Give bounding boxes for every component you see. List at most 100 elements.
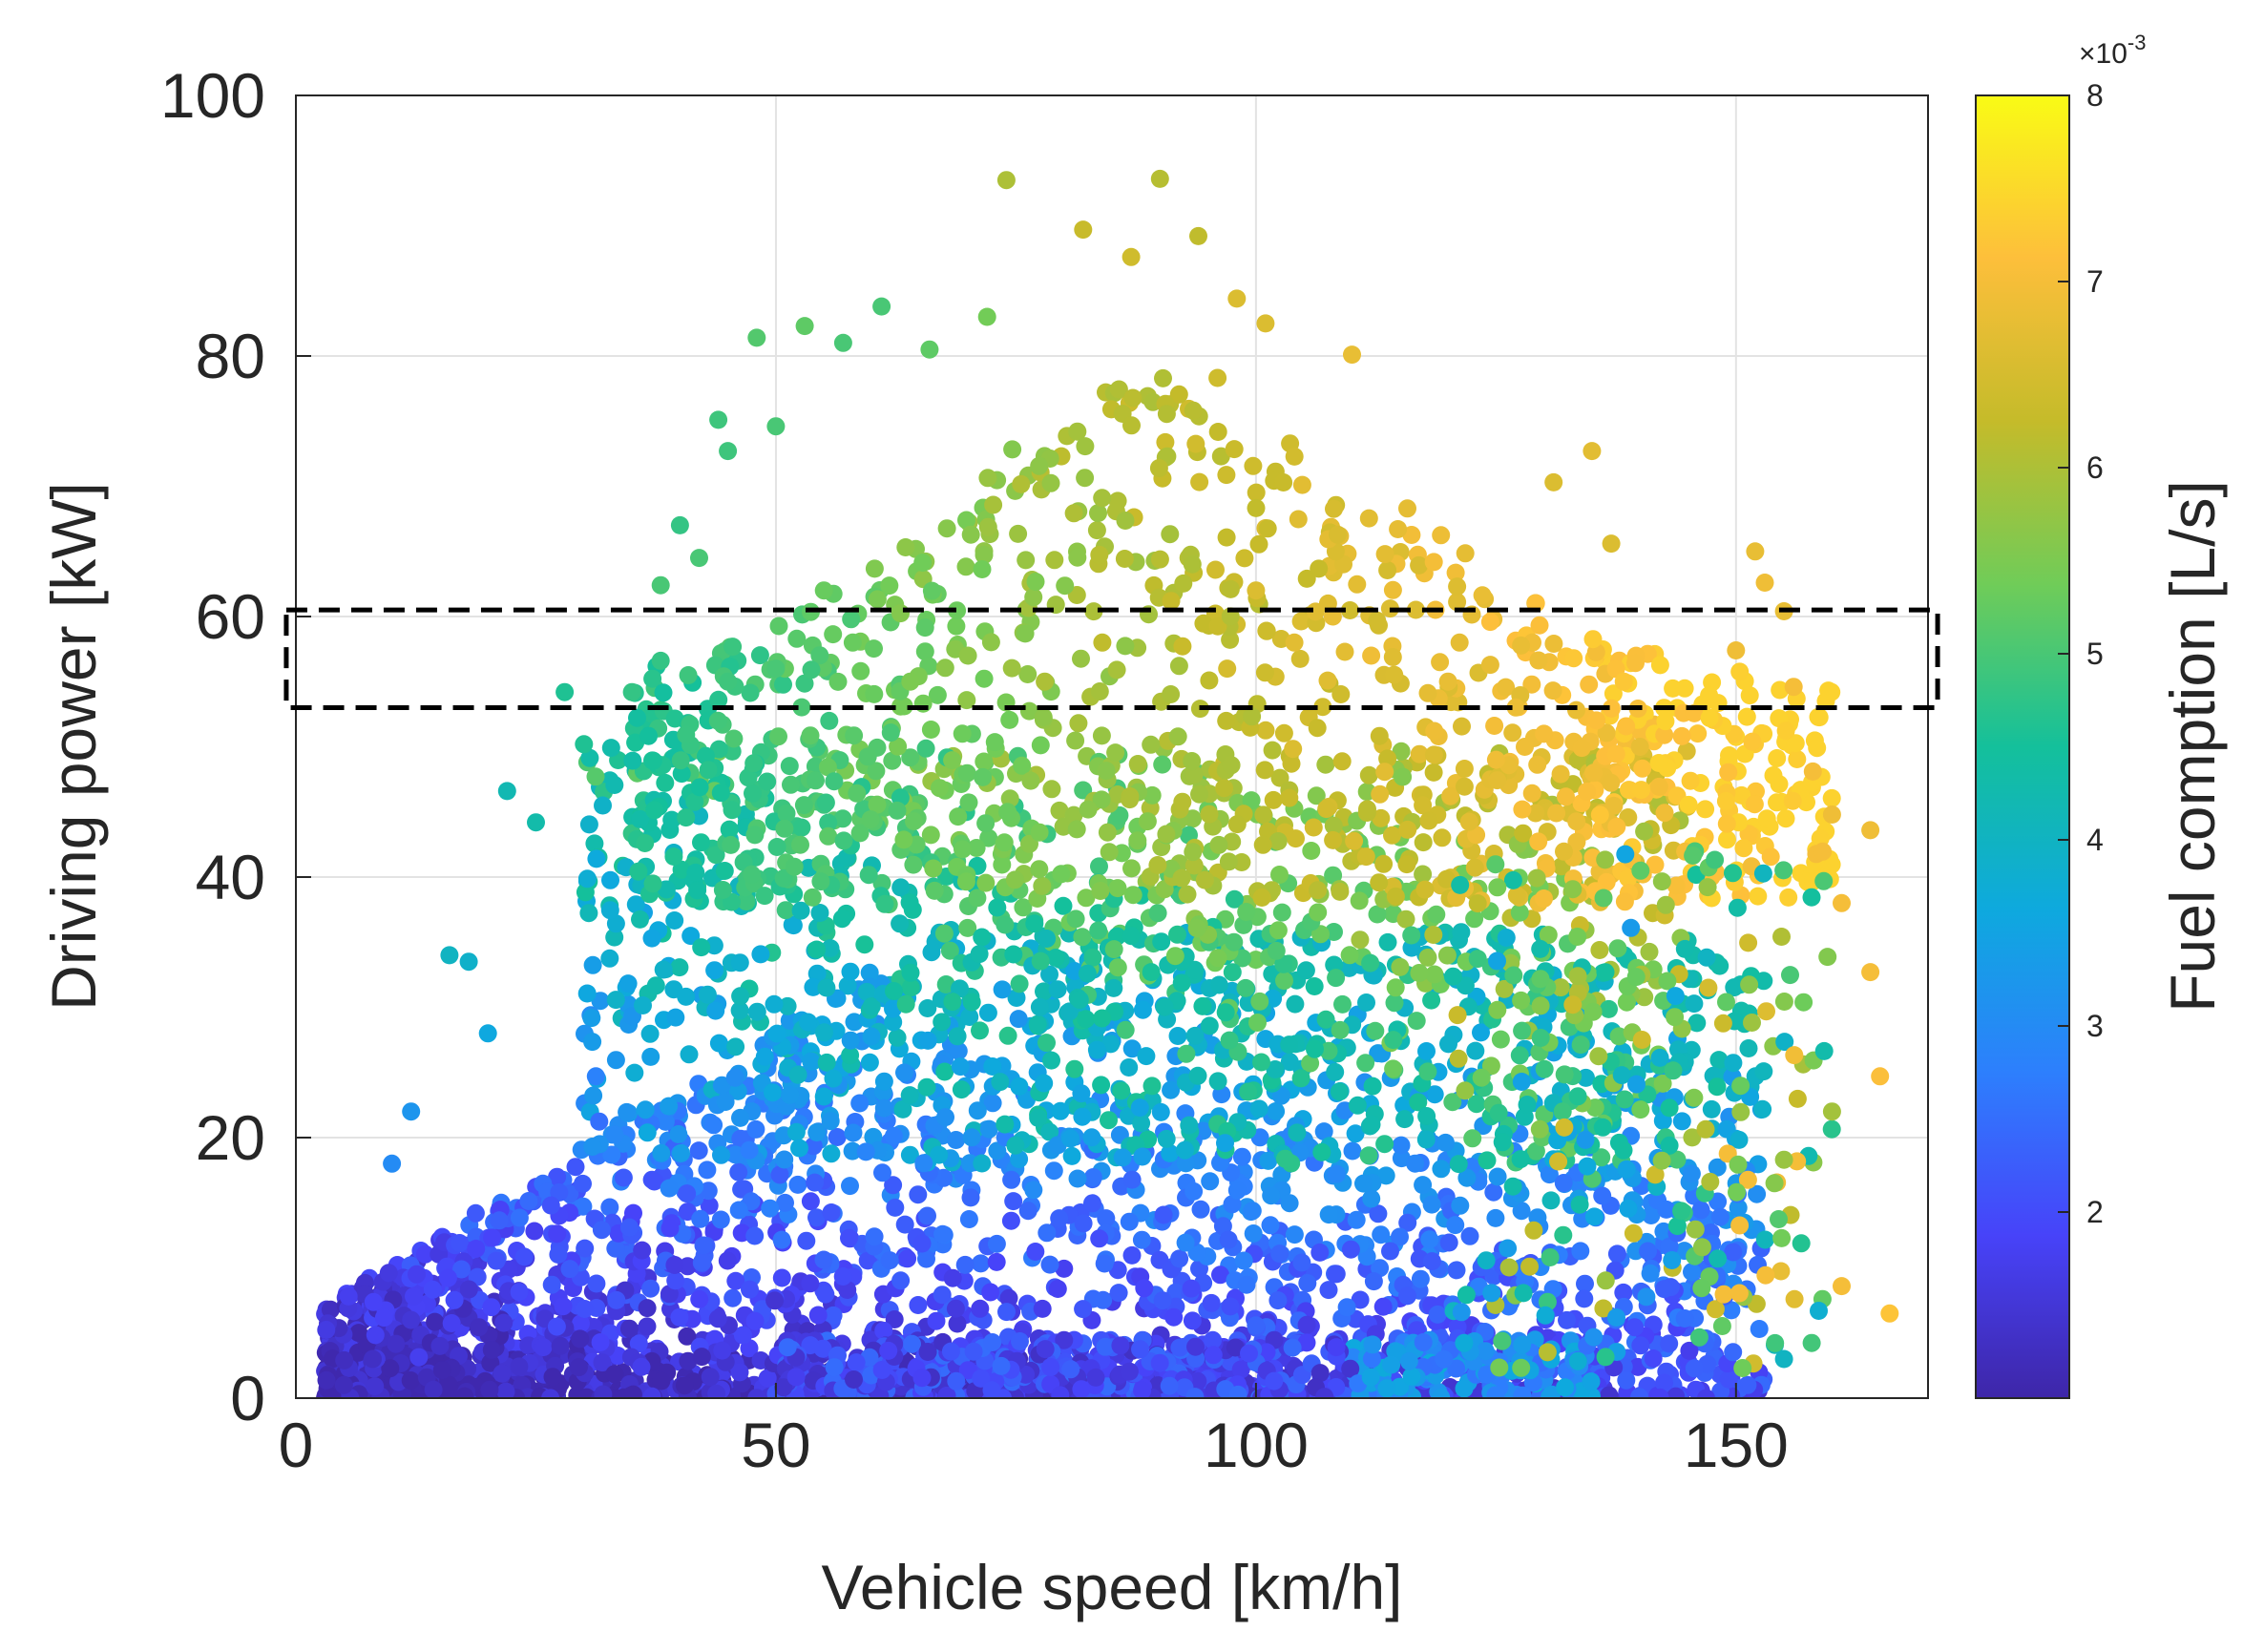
data-point [606, 1051, 625, 1070]
data-point [981, 633, 1000, 652]
data-point [487, 1251, 506, 1270]
data-point [741, 1280, 759, 1299]
data-point [770, 1165, 789, 1184]
data-point [1348, 1096, 1367, 1115]
data-point [918, 999, 937, 1017]
data-point [1061, 1129, 1080, 1148]
data-point [1666, 1008, 1685, 1027]
data-point [1739, 1039, 1758, 1057]
data-point [641, 1279, 660, 1298]
data-point [1696, 800, 1715, 819]
data-point [874, 1072, 893, 1091]
data-point [729, 1162, 748, 1181]
data-point [971, 1299, 990, 1318]
data-point [715, 862, 734, 880]
data-point [880, 1251, 899, 1270]
data-point [884, 1176, 903, 1195]
data-point [859, 866, 878, 885]
data-point [629, 862, 648, 881]
data-point [1072, 1380, 1091, 1398]
data-point [786, 1122, 806, 1141]
data-point [1557, 787, 1575, 806]
data-point [1012, 474, 1031, 493]
data-point [1358, 800, 1376, 819]
data-point [959, 1210, 978, 1228]
data-point [1154, 368, 1172, 387]
data-point [1030, 860, 1049, 879]
data-point [865, 684, 884, 703]
data-point [1298, 1274, 1317, 1292]
data-point [1510, 1046, 1529, 1065]
data-point [1244, 1224, 1263, 1243]
data-point [493, 1364, 512, 1383]
data-point [947, 1131, 966, 1149]
data-point [983, 1333, 1002, 1351]
data-point [638, 1123, 657, 1142]
data-point [983, 1057, 1002, 1076]
data-point [725, 1068, 744, 1087]
data-point [1414, 833, 1433, 852]
data-point [1783, 791, 1802, 810]
data-point [833, 1267, 852, 1286]
data-point [930, 779, 949, 798]
data-point [758, 1369, 777, 1388]
data-point [1750, 1320, 1769, 1338]
data-point [629, 1334, 648, 1353]
data-point [1309, 881, 1328, 900]
data-point [1227, 815, 1247, 834]
data-point [1004, 945, 1023, 964]
data-point [868, 590, 887, 609]
data-point [1608, 939, 1627, 958]
data-point [1650, 1388, 1669, 1398]
data-point [879, 1341, 898, 1360]
data-point [1529, 832, 1548, 851]
data-point [1326, 1062, 1345, 1081]
data-point [712, 1145, 730, 1164]
data-point [751, 945, 770, 964]
data-point [1386, 887, 1405, 906]
data-point [408, 1265, 426, 1284]
data-point [1176, 1154, 1195, 1173]
data-point [1052, 865, 1071, 884]
data-point [723, 801, 742, 820]
data-point [936, 1108, 954, 1127]
data-point [1236, 978, 1255, 997]
data-point [1730, 662, 1750, 681]
data-point [978, 517, 997, 536]
data-point [973, 928, 992, 947]
data-point [1055, 1259, 1074, 1278]
data-point [642, 929, 661, 948]
data-point [1331, 1020, 1350, 1039]
data-point [711, 1210, 730, 1229]
data-point [1602, 773, 1621, 792]
data-point [1394, 767, 1413, 786]
data-point [901, 963, 920, 982]
data-point [1153, 755, 1172, 774]
data-point [459, 1280, 478, 1299]
data-point [851, 661, 870, 680]
data-point [680, 1045, 699, 1064]
data-point [988, 1141, 1007, 1161]
data-point [785, 857, 804, 876]
data-point [1288, 1123, 1307, 1142]
data-point [1373, 1297, 1393, 1316]
data-point [730, 953, 749, 972]
data-point [1702, 1099, 1721, 1119]
data-point [1150, 1353, 1169, 1372]
data-point [1457, 1168, 1477, 1187]
data-point [744, 784, 762, 803]
data-point [758, 772, 777, 791]
data-point [1378, 561, 1397, 579]
data-point [1456, 544, 1475, 563]
data-point [1675, 679, 1694, 698]
data-point [1083, 1168, 1102, 1186]
data-point [1157, 825, 1176, 844]
data-point [1166, 1283, 1185, 1302]
data-point [1675, 1309, 1694, 1328]
data-point [772, 1268, 791, 1287]
data-point [720, 820, 739, 839]
data-point [1046, 949, 1065, 967]
data-point [542, 1275, 561, 1294]
data-point [1031, 951, 1050, 971]
data-point [802, 660, 821, 680]
